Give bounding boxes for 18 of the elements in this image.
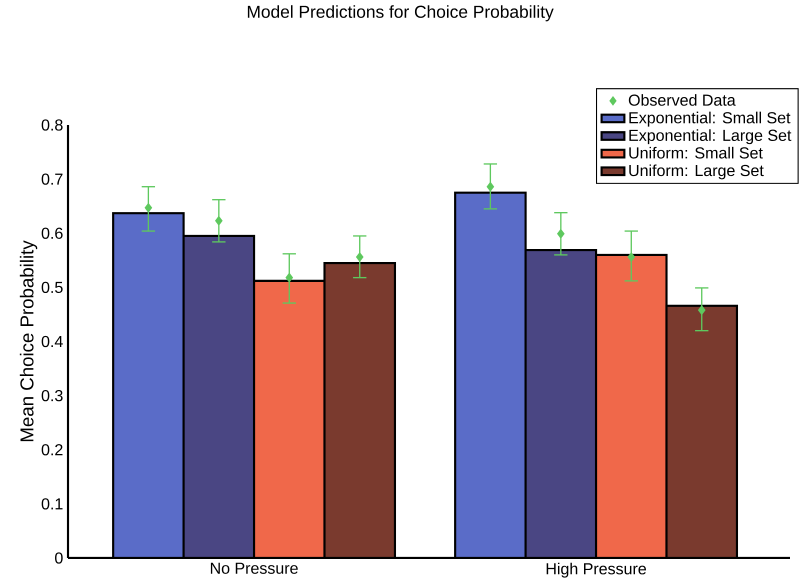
- y-tick-label: 0.6: [42, 228, 63, 239]
- legend-label: Uniform: Small Set: [629, 146, 763, 159]
- y-tick-label: 0.4: [42, 336, 63, 348]
- chart-title: Model Predictions for Choice Probability: [248, 5, 554, 22]
- y-tick-label: 0.3: [42, 390, 63, 402]
- legend-label: Exponential: Small Set: [629, 112, 790, 127]
- y-axis-title: Mean Choice Probability: [20, 240, 38, 442]
- y-tick-label: 0.7: [42, 173, 62, 185]
- y-tick-label: 0.8: [42, 119, 63, 131]
- y-tick-label: 0.5: [42, 282, 63, 294]
- y-tick-label: 0.2: [42, 444, 62, 456]
- legend-label: Observed Data: [628, 94, 736, 106]
- x-tick-label: No Pressure: [210, 562, 298, 574]
- legend-label: Uniform: Large Set: [629, 164, 764, 180]
- y-tick-label: 0: [55, 552, 63, 564]
- legend-label: Exponential: Large Set: [629, 129, 792, 144]
- x-tick-label: High Pressure: [546, 562, 646, 578]
- y-tick-label: 0.1: [42, 498, 63, 510]
